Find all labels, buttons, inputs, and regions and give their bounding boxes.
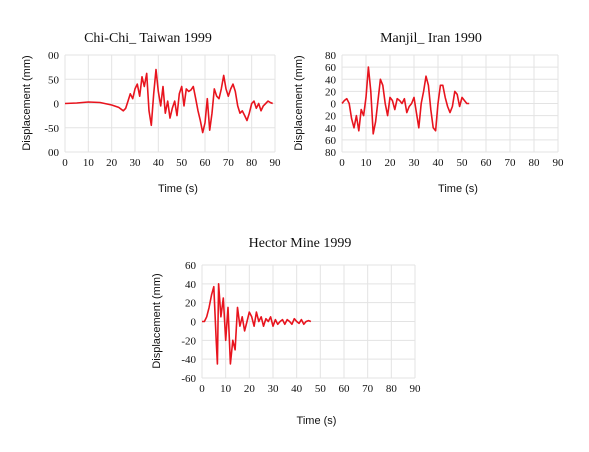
y-tick-label: 40	[185, 279, 197, 291]
x-axis-label: Time (s)	[297, 415, 337, 427]
y-axis-label: Displacement (mm)	[21, 55, 33, 150]
y-tick-label: -60	[181, 373, 196, 385]
y-tick-label: 0	[54, 99, 60, 111]
y-tick-label: 60	[325, 135, 337, 147]
x-tick-label: 30	[130, 157, 142, 169]
x-tick-label: 30	[268, 383, 280, 395]
y-tick-label: -50	[44, 123, 59, 135]
x-tick-label: 10	[83, 157, 95, 169]
x-tick-label: 90	[553, 157, 565, 169]
x-tick-label: 60	[200, 157, 212, 169]
y-tick-label: 40	[325, 74, 337, 86]
y-tick-label: 0	[331, 99, 337, 111]
chart-title: Manjil_ Iran 1990	[380, 31, 482, 46]
chart-2: 0 10 20 30 40 50 60 70 80 9080604020020406080Manj…	[293, 31, 564, 195]
x-tick-label: 80	[246, 157, 258, 169]
series-line	[341, 66, 470, 135]
series-line	[202, 282, 312, 365]
x-tick-label: 60	[339, 383, 351, 395]
y-tick-label: 80	[325, 50, 337, 62]
y-tick-label: 00	[48, 50, 60, 62]
x-axis-label: Time (s)	[158, 183, 198, 195]
chart-3: 0 10 20 30 40 50 60 70 80 90 60 40 20 0 -20 -40 -60 Hecto…	[151, 236, 421, 427]
x-tick-label: 90	[270, 157, 282, 169]
y-tick-label: 60	[325, 62, 337, 74]
y-tick-label: 0	[191, 317, 197, 329]
x-tick-label: 70	[223, 157, 235, 169]
x-tick-label: 80	[529, 157, 541, 169]
y-tick-label: 50	[48, 74, 60, 86]
x-tick-label: 0	[339, 157, 345, 169]
x-tick-label: 40	[291, 383, 303, 395]
y-tick-label: 00	[48, 147, 60, 159]
chart-title: Hector Mine 1999	[249, 236, 352, 251]
y-tick-label: 20	[325, 86, 337, 98]
y-tick-label: 20	[185, 298, 197, 310]
x-tick-label: 50	[457, 157, 469, 169]
x-tick-label: 40	[153, 157, 165, 169]
x-tick-label: 90	[410, 383, 422, 395]
x-tick-label: 70	[362, 383, 374, 395]
x-tick-label: 0	[199, 383, 205, 395]
chart-title: Chi-Chi_ Taiwan 1999	[84, 31, 212, 46]
series-line	[64, 68, 274, 134]
x-tick-label: 0	[62, 157, 68, 169]
y-tick-label: -20	[181, 335, 196, 347]
x-tick-label: 80	[386, 383, 398, 395]
x-tick-label: 20	[385, 157, 397, 169]
x-tick-label: 30	[409, 157, 421, 169]
x-axis-label: Time (s)	[438, 183, 478, 195]
x-tick-label: 50	[315, 383, 327, 395]
y-tick-label: -40	[181, 354, 196, 366]
x-tick-label: 70	[505, 157, 517, 169]
x-tick-label: 10	[220, 383, 232, 395]
y-axis-label: Displacement (mm)	[151, 273, 163, 368]
y-tick-label: 40	[325, 123, 337, 135]
chart-1: 0 10 20 30 40 50 60 70 80 90 00 50 0 -50 00 Chi-Chi_ Ta…	[21, 31, 281, 195]
x-tick-label: 20	[106, 157, 118, 169]
y-axis-label: Displacement (mm)	[293, 55, 305, 150]
x-tick-label: 40	[433, 157, 445, 169]
y-tick-label: 60	[185, 260, 197, 272]
x-tick-label: 50	[176, 157, 188, 169]
y-tick-label: 20	[325, 111, 337, 123]
x-tick-label: 10	[361, 157, 373, 169]
y-tick-label: 80	[325, 147, 337, 159]
x-tick-label: 20	[244, 383, 256, 395]
x-tick-label: 60	[481, 157, 493, 169]
